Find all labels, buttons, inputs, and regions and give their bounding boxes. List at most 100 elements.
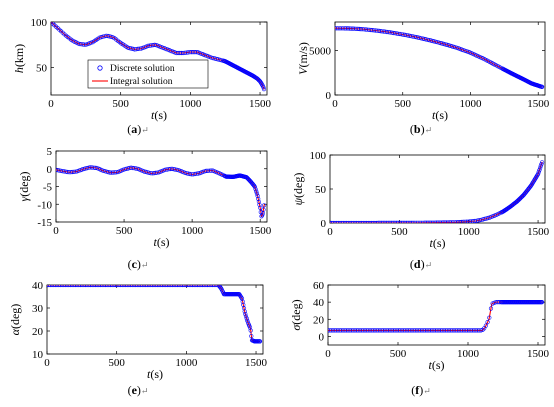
discrete-marker (332, 220, 338, 223)
discrete-marker (530, 180, 535, 185)
discrete-marker (369, 220, 374, 223)
axes-box (327, 284, 546, 346)
discrete-marker (162, 285, 167, 288)
discrete-marker (368, 27, 373, 33)
y-tick-label: 0 (326, 90, 332, 102)
discrete-marker (539, 84, 545, 89)
discrete-marker (337, 26, 343, 31)
discrete-marker (350, 26, 356, 31)
discrete-marker (261, 85, 266, 90)
x-tick-label: 1000 (459, 98, 482, 110)
discrete-marker (411, 328, 416, 333)
discrete-marker (172, 285, 177, 288)
discrete-marker (436, 220, 441, 223)
discrete-marker (63, 285, 68, 288)
discrete-marker (346, 328, 351, 333)
discrete-marker (165, 167, 170, 172)
discrete-marker (192, 171, 197, 177)
discrete-marker (354, 328, 359, 333)
discrete-marker (342, 26, 347, 31)
x-tick-label: 500 (394, 98, 411, 110)
legend-discrete-label: Discrete solution (110, 64, 175, 74)
discrete-marker (202, 169, 207, 174)
discrete-marker (260, 211, 265, 216)
discrete-marker (71, 169, 77, 174)
discrete-marker (62, 169, 67, 174)
y-tick-label: 0 (319, 331, 325, 343)
discrete-solution-markers (51, 22, 267, 92)
x-axis-label: t(s) (432, 108, 448, 122)
integral-solution-line (330, 161, 543, 223)
discrete-marker (428, 328, 433, 333)
panel-caption: (a)↵ (127, 122, 149, 136)
discrete-marker (539, 300, 545, 305)
discrete-marker (388, 328, 393, 333)
discrete-marker (355, 26, 360, 32)
discrete-marker (238, 294, 243, 299)
discrete-marker (256, 196, 261, 201)
discrete-marker (261, 207, 266, 212)
discrete-marker (328, 328, 332, 333)
discrete-marker (187, 171, 193, 177)
x-tick-label: 1500 (527, 348, 550, 360)
discrete-marker (86, 165, 91, 170)
x-tick-label: 500 (112, 98, 129, 110)
axes-box (55, 150, 268, 223)
discrete-marker (334, 220, 339, 223)
discrete-marker (339, 220, 344, 223)
discrete-marker (399, 32, 404, 37)
discrete-marker (420, 328, 425, 333)
y-tick-label: 40 (32, 280, 44, 292)
axes-box (334, 21, 546, 96)
discrete-marker (347, 220, 353, 223)
discrete-marker (349, 26, 354, 31)
discrete-solution-markers (330, 160, 545, 223)
panel-caption: (c)↵ (128, 257, 149, 271)
discrete-marker (528, 184, 533, 189)
discrete-marker (242, 309, 247, 314)
discrete-marker (532, 177, 537, 182)
discrete-marker (237, 292, 242, 297)
discrete-marker (330, 220, 333, 223)
x-tick-label: 1000 (179, 98, 202, 110)
integral-solution-line (328, 301, 543, 331)
discrete-marker (393, 31, 398, 36)
discrete-marker (462, 328, 467, 333)
y-axis-label: σ(deg) (289, 299, 303, 330)
discrete-solution-markers (335, 26, 545, 89)
discrete-marker (539, 162, 544, 167)
discrete-marker (529, 183, 534, 188)
x-tick-label: 0 (325, 348, 331, 360)
discrete-marker (531, 179, 536, 184)
discrete-marker (130, 165, 135, 171)
y-tick-label: 0 (321, 218, 327, 230)
discrete-marker (330, 220, 334, 223)
x-tick-label: 1000 (181, 225, 204, 237)
x-tick-label: 500 (391, 226, 408, 238)
x-tick-label: 0 (53, 225, 59, 237)
y-tick-label: 100 (310, 150, 327, 162)
discrete-marker (533, 176, 538, 181)
y-tick-label: -15 (37, 217, 52, 229)
x-tick-label: 0 (48, 98, 54, 110)
discrete-solution-markers (328, 300, 545, 333)
discrete-marker (362, 328, 368, 333)
discrete-marker (336, 328, 341, 333)
discrete-marker (257, 202, 262, 207)
y-tick-label: 30 (32, 303, 44, 315)
discrete-marker (239, 296, 245, 301)
discrete-marker (254, 189, 259, 194)
discrete-marker (262, 203, 267, 208)
y-tick-label: 0 (47, 164, 53, 176)
panel-caption: (e)↵ (128, 383, 149, 397)
discrete-marker (66, 170, 72, 175)
y-tick-label: 20 (32, 326, 44, 338)
x-tick-label: 1500 (527, 98, 550, 110)
x-tick-label: 1500 (527, 226, 550, 238)
discrete-marker (379, 220, 384, 223)
axes-box (50, 21, 268, 96)
discrete-marker (404, 328, 410, 333)
axes-box (329, 154, 546, 224)
discrete-marker (538, 164, 543, 169)
